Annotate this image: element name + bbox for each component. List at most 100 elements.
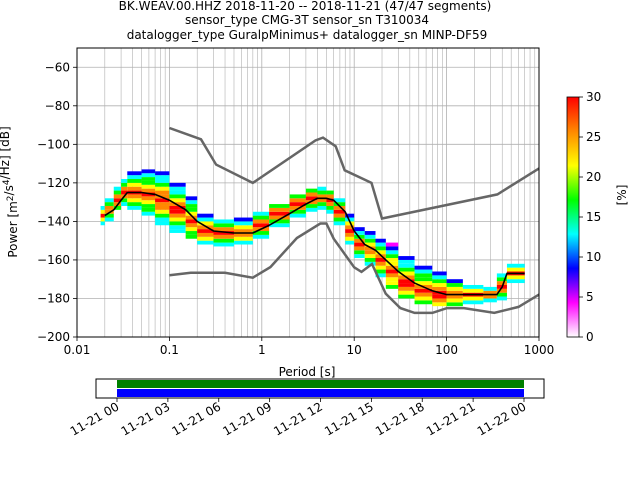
density-cell [305, 204, 318, 208]
density-cell [185, 211, 198, 216]
density-cell [155, 209, 170, 214]
density-cell [169, 190, 186, 195]
density-cell [364, 231, 376, 235]
time-tick-label: 11-21 06 [170, 399, 224, 438]
density-cell [364, 250, 376, 255]
density-cell [121, 190, 128, 195]
density-cell [317, 202, 327, 206]
density-cell [169, 221, 186, 226]
density-cell [345, 240, 355, 245]
density-cell [100, 205, 105, 210]
density-cell [104, 198, 114, 203]
density-cell [141, 184, 156, 189]
density-cell [446, 283, 463, 287]
density-cell [127, 179, 142, 183]
density-cell [269, 211, 290, 216]
density-cell [364, 242, 376, 247]
density-cell [496, 296, 507, 301]
density-cell [213, 234, 234, 239]
density-cell [326, 202, 334, 206]
density-cell [462, 300, 484, 305]
density-cell [398, 267, 415, 272]
density-cell [496, 288, 507, 293]
y-tick-label: −200 [37, 330, 70, 344]
density-cell [141, 204, 156, 208]
density-cell [155, 186, 170, 191]
density-cell [432, 271, 447, 276]
density-cell [169, 194, 186, 199]
density-cell [155, 221, 170, 226]
density-cell [398, 294, 415, 299]
density-cell [496, 273, 507, 278]
density-cell [317, 194, 327, 199]
density-cell [233, 225, 253, 230]
coverage-bar [117, 389, 524, 397]
density-cell [305, 200, 318, 205]
noise-models [168, 126, 540, 315]
density-cell [364, 238, 376, 243]
density-cell [141, 207, 156, 212]
density-cell [185, 200, 198, 205]
density-cell [414, 281, 433, 285]
density-cell [155, 198, 170, 203]
density-cell [385, 281, 399, 285]
coverage-bar [117, 380, 524, 388]
density-cell [113, 198, 122, 203]
x-tick-label: 0.01 [64, 343, 91, 357]
density-cell [414, 273, 433, 278]
density-cell [197, 217, 214, 222]
x-axis-ticks: 0.01 0.1 1 10 100 1000 [64, 337, 555, 357]
density-cell [213, 242, 234, 247]
density-heatmap [100, 169, 525, 307]
density-cell [155, 194, 170, 199]
density-cell [398, 290, 415, 295]
colorbar-ticks: 0 5 10 15 20 25 30 [579, 90, 601, 344]
density-cell [446, 294, 463, 299]
density-cell [375, 265, 386, 270]
x-tick-label: 1000 [524, 343, 555, 357]
time-tick-label: 11-21 21 [424, 399, 478, 438]
noise-model-line [168, 126, 540, 220]
density-cell [305, 192, 318, 197]
density-cell [127, 186, 142, 191]
density-cell [141, 173, 156, 178]
density-cell [155, 171, 170, 176]
density-cell [317, 198, 327, 203]
density-cell [333, 209, 346, 214]
density-cell [375, 269, 386, 274]
density-cell [121, 198, 128, 203]
density-cell [414, 277, 433, 282]
density-cell [345, 232, 355, 237]
density-cell [289, 198, 306, 203]
density-cell [305, 207, 318, 212]
density-cell [141, 192, 156, 197]
density-cell [213, 223, 234, 228]
density-cell [326, 198, 334, 203]
density-cell [197, 225, 214, 230]
density-cell [127, 171, 142, 176]
plot-frame [76, 47, 540, 338]
time-tick-label: 11-21 09 [220, 399, 274, 438]
density-cell [333, 205, 346, 210]
y-axis-label: Power [m2/s4/Hz] [dB] [0, 126, 20, 257]
density-cell [354, 242, 365, 247]
colorbar-tick-label: 15 [586, 210, 601, 224]
density-cell [185, 204, 198, 208]
density-cell [375, 242, 386, 247]
density-cell [141, 200, 156, 205]
density-cell [289, 209, 306, 214]
density-cell [375, 261, 386, 266]
density-cell [398, 279, 415, 284]
density-cell [364, 246, 376, 251]
density-cell [305, 196, 318, 201]
density-cell [269, 223, 290, 228]
density-cell [155, 202, 170, 206]
density-cell [155, 175, 170, 180]
density-cell [446, 286, 463, 291]
colorbar-label: [%] [615, 185, 629, 206]
density-cell [385, 265, 399, 270]
time-tick-label: 11-21 12 [271, 399, 325, 438]
density-cell [213, 219, 234, 224]
density-cell [185, 207, 198, 212]
